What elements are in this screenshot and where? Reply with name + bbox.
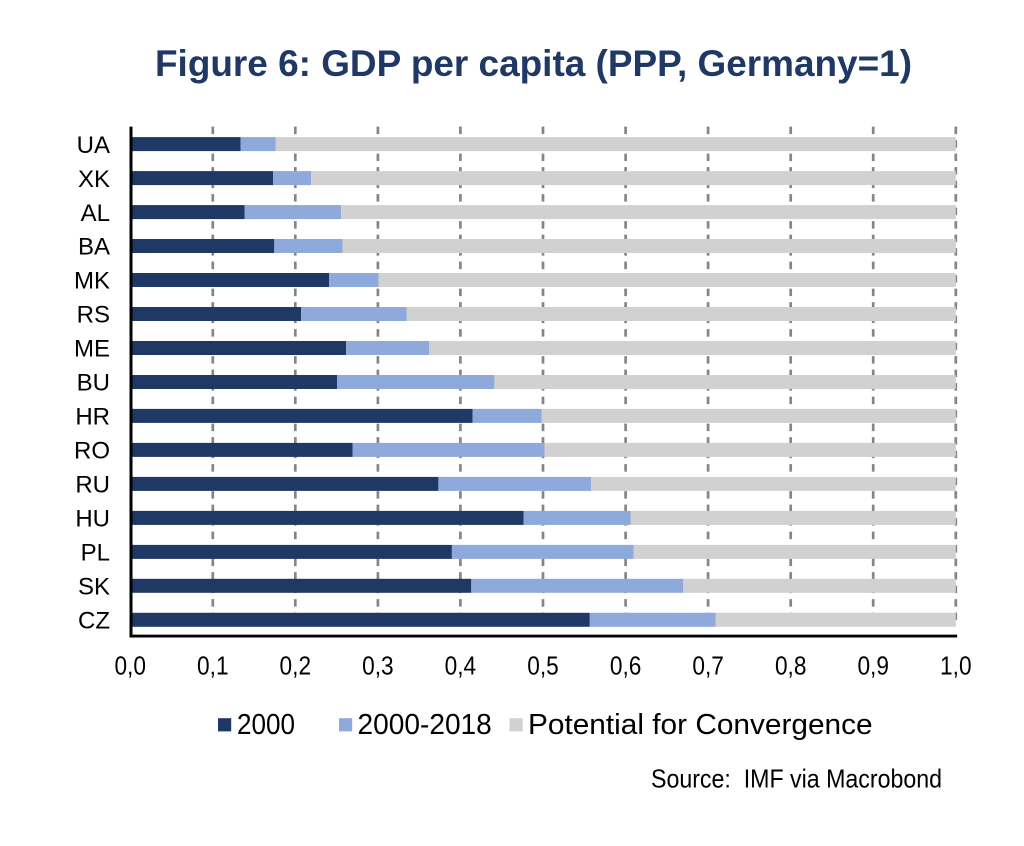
svg-text:0,0: 0,0 [114,651,146,681]
svg-text:0,6: 0,6 [610,651,642,681]
svg-text:2000: 2000 [237,709,295,741]
svg-text:BU: BU [77,370,110,397]
svg-text:RS: RS [77,302,110,329]
svg-text:Potential for Convergence: Potential for Convergence [528,709,873,741]
svg-text:PL: PL [81,540,110,567]
svg-text:Figure 6: GDP per capita (PPP,: Figure 6: GDP per capita (PPP, Germany=1… [155,43,912,84]
svg-text:ME: ME [74,336,110,363]
svg-text:BA: BA [78,234,110,261]
svg-text:1,0: 1,0 [940,651,972,681]
svg-text:0,7: 0,7 [692,651,724,681]
svg-text:0,5: 0,5 [527,651,559,681]
svg-text:HR: HR [75,404,110,431]
svg-text:RO: RO [74,438,110,465]
svg-text:0,4: 0,4 [445,651,477,681]
svg-text:Source: IMF via Macrobond: Source: IMF via Macrobond [651,763,942,793]
svg-text:CZ: CZ [78,608,110,635]
svg-text:RU: RU [75,472,110,499]
svg-text:SK: SK [78,574,110,601]
svg-text:0,1: 0,1 [197,651,229,681]
svg-text:0,2: 0,2 [280,651,312,681]
svg-text:0,8: 0,8 [775,651,807,681]
svg-text:HU: HU [75,506,110,533]
svg-text:XK: XK [78,166,110,193]
svg-text:UA: UA [77,132,110,159]
svg-text:MK: MK [74,268,110,295]
svg-text:0,3: 0,3 [362,651,394,681]
svg-text:AL: AL [81,200,110,227]
svg-text:2000-2018: 2000-2018 [358,709,492,741]
svg-text:0,9: 0,9 [857,651,889,681]
